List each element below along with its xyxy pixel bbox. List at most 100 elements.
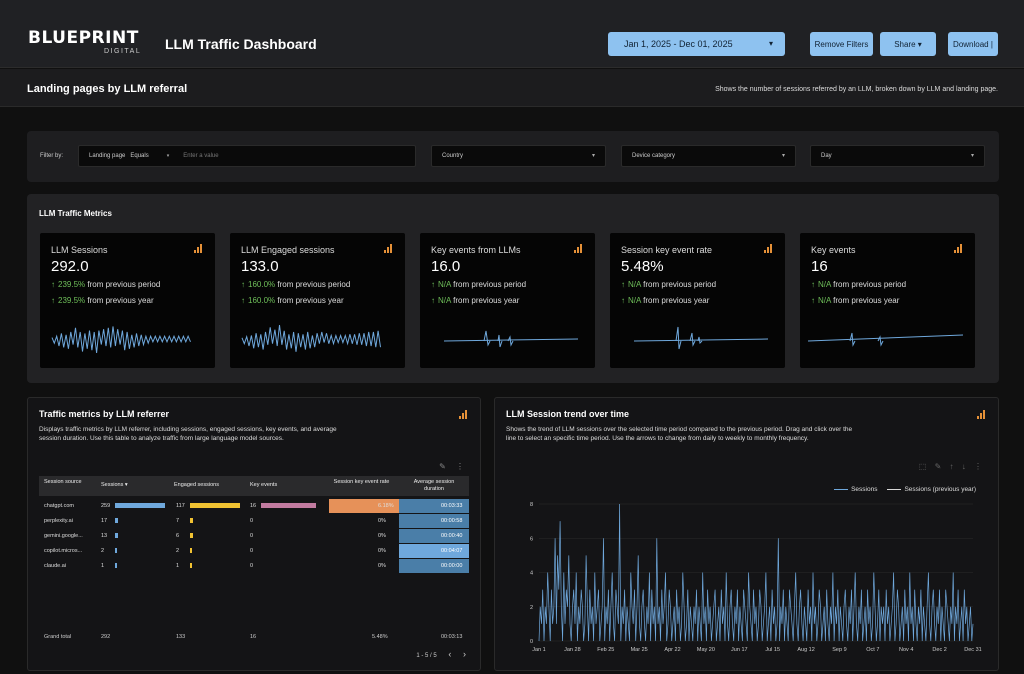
bar-chart-icon [194, 244, 202, 253]
description-line: Displays traffic metrics by LLM referrer… [39, 426, 337, 433]
scorecard-prev-year-pct: 239.5% [58, 296, 86, 305]
cell-engaged: 6 [176, 533, 180, 539]
grand-total-rate: 5.48% [372, 634, 388, 640]
description-line: Shows the trend of LLM sessions over the… [506, 426, 853, 433]
share-button[interactable]: Share ▾ [880, 32, 936, 56]
drill-up-icon[interactable]: ↑ [949, 462, 954, 471]
scorecard-value: 5.48% [621, 258, 664, 275]
table-row[interactable]: claude.ai 1 1 0 0% 00:00:00 [39, 559, 469, 573]
scorecard-label: Session key event rate [621, 245, 713, 255]
chevron-left-icon[interactable]: ‹ [448, 649, 452, 659]
cell-key-events: 0 [250, 518, 254, 524]
scorecard-prev-period-pct: N/A [438, 280, 451, 289]
operator-chevron-icon[interactable]: ▾ [166, 153, 170, 159]
day-filter[interactable]: Day ▾ [810, 145, 985, 167]
table-pager: 1 - 5 / 5 ‹ › [416, 649, 466, 659]
more-vert-icon[interactable]: ⋮ [974, 462, 982, 471]
scorecard[interactable]: Key events 16 ↑ N/A from previous period … [800, 233, 975, 368]
scorecard[interactable]: LLM Sessions 292.0 ↑ 239.5% from previous… [40, 233, 215, 368]
cell-source: gemini.google... [44, 533, 83, 539]
y-tick-label: 6 [530, 536, 533, 542]
expand-icon[interactable]: ⬚ [918, 462, 927, 471]
column-header-rate[interactable]: Session key event rate [333, 479, 390, 485]
cell-rate: 0% [378, 533, 386, 539]
logo: BLUEPRINT DIGITAL [28, 28, 140, 55]
cell-key-events: 0 [250, 533, 254, 539]
column-header-engaged[interactable]: Engaged sessions [174, 482, 219, 488]
edit-icon[interactable]: ✎ [439, 462, 446, 471]
rate-heat-cell [329, 559, 399, 573]
x-tick-label: Oct 7 [866, 647, 879, 653]
sparkline-baseline [443, 338, 579, 342]
column-header-source[interactable]: Session source [44, 479, 82, 485]
landing-page-value-input[interactable]: Enter a value [183, 153, 219, 159]
arrow-up-icon: ↑ [811, 296, 815, 305]
page-description: Shows the number of sessions referred by… [715, 86, 998, 93]
table-header: Session source Sessions ▾ Engaged sessio… [39, 476, 469, 496]
description-line: session duration. Use this table to anal… [39, 435, 284, 442]
cell-rate: 6.18% [378, 503, 394, 509]
landing-page-filter-operator[interactable]: Equals [130, 153, 149, 159]
date-range-picker[interactable]: Jan 1, 2025 - Dec 01, 2025 ▾ [608, 32, 785, 56]
remove-filters-button[interactable]: Remove Filters [810, 32, 873, 56]
metrics-title: LLM Traffic Metrics [39, 209, 112, 218]
drill-down-icon[interactable]: ↓ [961, 462, 966, 471]
pager-label: 1 - 5 / 5 [416, 653, 437, 659]
legend-item[interactable]: Sessions (previous year) [887, 486, 976, 493]
edit-icon[interactable]: ✎ [934, 462, 942, 471]
scorecard[interactable]: LLM Engaged sessions 133.0 ↑ 160.0% from … [230, 233, 405, 368]
arrow-up-icon: ↑ [431, 280, 435, 289]
sessions-bar [115, 518, 119, 523]
landing-page-filter[interactable]: Landing page Equals ▾ Enter a value [78, 145, 416, 167]
column-header-duration[interactable]: Average session duration [413, 479, 455, 492]
sparkline-baseline [808, 334, 964, 342]
top-bar: BLUEPRINT DIGITAL LLM Traffic Dashboard … [0, 0, 1024, 68]
more-vert-icon[interactable]: ⋮ [456, 462, 464, 471]
page-title: Landing pages by LLM referral [27, 83, 188, 95]
table-row[interactable]: chatgpt.com 259 117 16 6.18% 00:03:33 [39, 499, 469, 513]
grand-total-label: Grand total [44, 634, 72, 640]
cell-key-events: 0 [250, 563, 254, 569]
day-filter-label: Day [821, 153, 832, 159]
x-tick-label: Apr 22 [664, 647, 680, 653]
scorecard-prev-period-text: from previous period [277, 280, 351, 289]
column-header-key-events[interactable]: Key events [250, 482, 278, 488]
session-trend-panel: LLM Session trend over time Shows the tr… [494, 397, 999, 671]
cell-sessions: 2 [101, 548, 105, 554]
sessions-bar [115, 548, 117, 553]
duration-heat-cell [399, 544, 469, 558]
x-tick-label: Dec 31 [964, 647, 981, 653]
engaged-bar [190, 518, 193, 523]
cell-engaged: 2 [176, 548, 180, 554]
scorecard[interactable]: Session key event rate 5.48% ↑ N/A from p… [610, 233, 785, 368]
scorecard-label: Key events [811, 245, 856, 255]
scorecard[interactable]: Key events from LLMs 16.0 ↑ N/A from prev… [420, 233, 595, 368]
country-filter[interactable]: Country ▾ [431, 145, 606, 167]
legend-item[interactable]: Sessions [834, 486, 877, 493]
table-toolbar: ✎ ⋮ [439, 462, 464, 471]
series-line-sessions [538, 503, 974, 642]
table-row[interactable]: perplexity.ai 17 7 0 0% 00:00:58 [39, 514, 469, 528]
table-row[interactable]: gemini.google... 13 6 0 0% 00:00:40 [39, 529, 469, 543]
x-tick-label: Jul 15 [765, 647, 780, 653]
chart-panel-title: LLM Session trend over time [506, 409, 630, 419]
scorecard-prev-year-text: from previous year [833, 296, 900, 305]
download-button[interactable]: Download | [948, 32, 998, 56]
device-category-filter[interactable]: Device category ▾ [621, 145, 796, 167]
cell-engaged: 1 [176, 563, 180, 569]
y-tick-label: 2 [530, 605, 533, 611]
column-header-sessions[interactable]: Sessions ▾ [101, 482, 128, 488]
logo-name: BLUEPRINT [28, 28, 139, 48]
chevron-down-icon: ▾ [781, 153, 785, 159]
scorecard-prev-period-pct: 239.5% [58, 280, 86, 289]
bar-chart-icon [384, 244, 392, 253]
chevron-right-icon[interactable]: › [463, 649, 466, 659]
device-category-filter-label: Device category [632, 153, 676, 159]
x-tick-label: May 20 [697, 647, 715, 653]
trend-chart[interactable]: 0 2 4 6 8 Jan 1 Jan 28 Feb 25 Mar 25 Apr 22 May 20… [495, 398, 1000, 672]
chevron-down-icon: ▾ [970, 153, 974, 159]
rate-heat-cell [329, 544, 399, 558]
scorecard-value: 16.0 [431, 258, 461, 275]
table-row[interactable]: copilot.micros... 2 2 0 0% 00:04:07 [39, 544, 469, 558]
chart-legend: Sessions Sessions (previous year) [834, 486, 976, 493]
